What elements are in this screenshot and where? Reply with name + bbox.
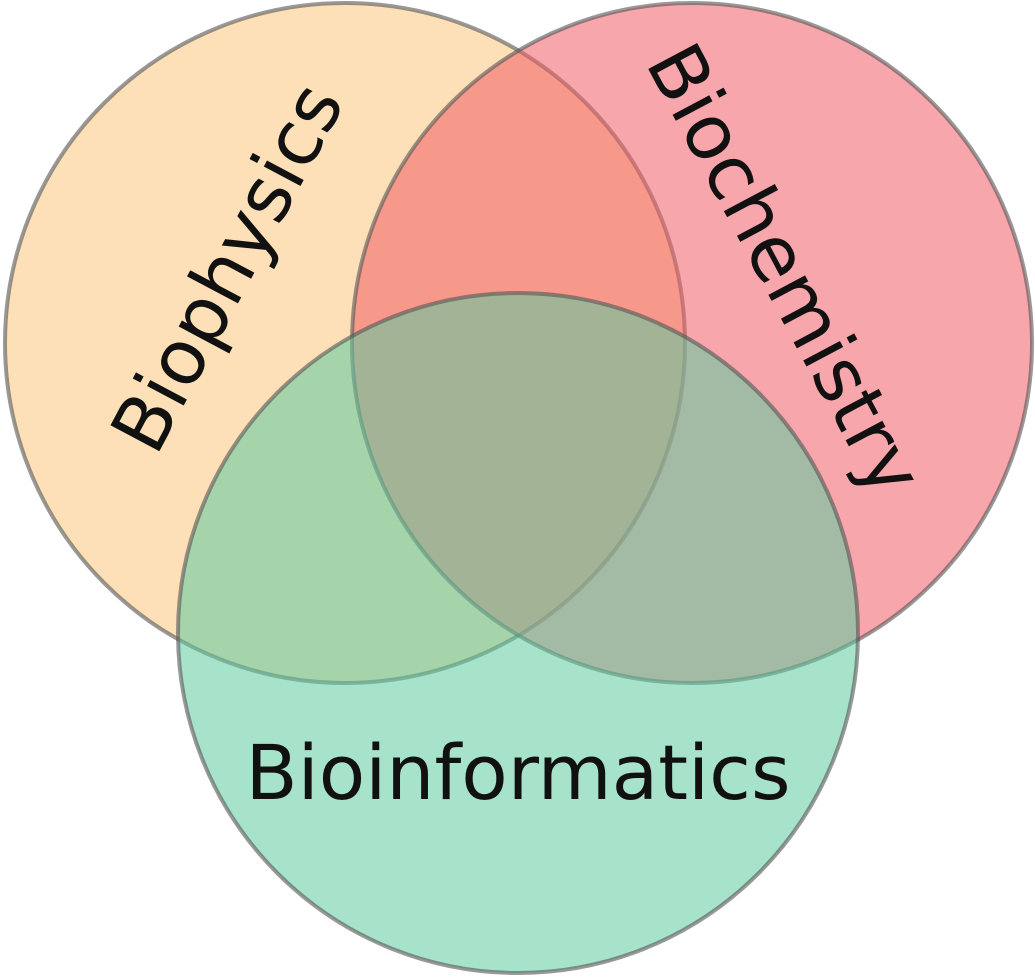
bioinformatics-circle	[176, 291, 860, 975]
bioinformatics-label: Bioinformatics	[245, 728, 790, 817]
